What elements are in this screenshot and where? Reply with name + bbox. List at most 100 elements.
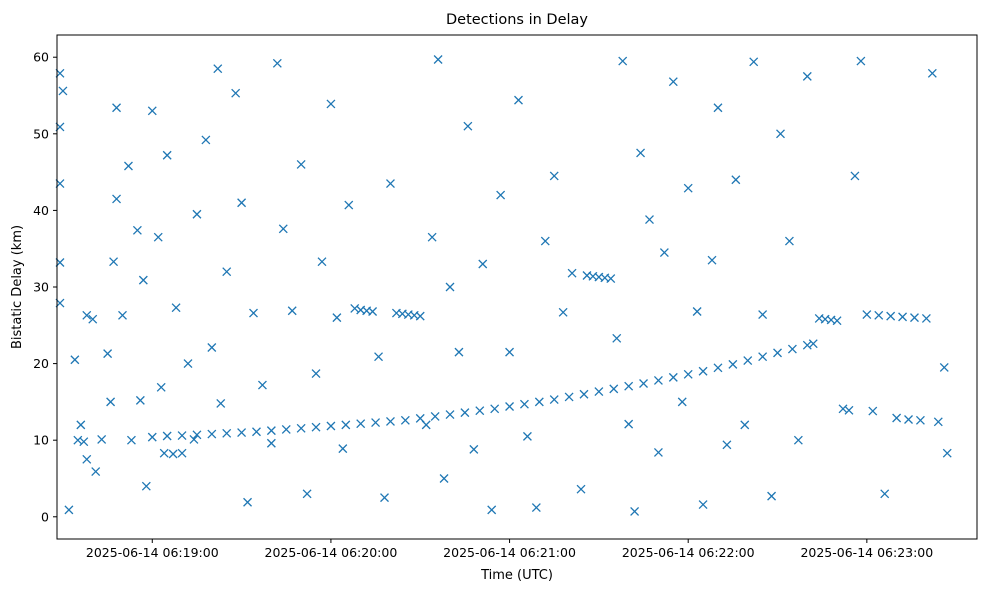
y-axis-label: Bistatic Delay (km) xyxy=(10,225,25,349)
scatter-point xyxy=(109,257,119,267)
scatter-point xyxy=(939,362,949,372)
scatter-point xyxy=(91,467,101,477)
scatter-point xyxy=(368,307,378,316)
scatter-point xyxy=(668,372,678,382)
scatter-point xyxy=(802,71,812,81)
x-tick-label: 2025-06-14 06:21:00 xyxy=(443,545,576,560)
scatter-point xyxy=(773,348,782,358)
scatter-point xyxy=(82,310,92,320)
scatter-point xyxy=(445,282,455,292)
scatter-point xyxy=(522,431,532,441)
scatter-point xyxy=(463,121,473,131)
scatter-point xyxy=(606,274,616,284)
y-tick-label: 60 xyxy=(33,50,49,65)
scatter-point xyxy=(156,382,166,392)
scatter-point xyxy=(153,232,163,242)
scatter-point xyxy=(540,236,550,246)
scatter-point xyxy=(850,171,860,181)
x-tick-label: 2025-06-14 06:22:00 xyxy=(622,545,755,560)
x-tick-label: 2025-06-14 06:19:00 xyxy=(86,545,219,560)
scatter-point xyxy=(386,179,395,189)
scatter-point xyxy=(808,339,818,349)
scatter-point xyxy=(454,347,464,357)
scatter-point xyxy=(880,489,890,499)
scatter-point xyxy=(88,314,98,324)
scatter-point xyxy=(698,500,708,509)
scatter-point xyxy=(915,415,925,425)
scatter-point xyxy=(380,493,389,503)
scatter-point xyxy=(171,303,181,313)
scatter-point xyxy=(371,418,381,428)
scatter-point xyxy=(400,415,410,425)
scatter-point xyxy=(162,150,172,160)
scatter-point xyxy=(645,215,654,225)
scatter-point xyxy=(478,259,488,269)
scatter-point xyxy=(653,375,663,385)
scatter-point xyxy=(141,481,151,491)
scatter-point xyxy=(844,405,854,415)
scatter-point xyxy=(677,397,687,407)
scatter-point xyxy=(612,333,622,343)
y-tick-label: 20 xyxy=(33,356,49,371)
scatter-point xyxy=(469,444,479,454)
scatter-point xyxy=(103,349,113,359)
scatter-point xyxy=(624,381,634,391)
scatter-point xyxy=(287,306,297,316)
scatter-point xyxy=(112,103,122,113)
y-tick-label: 40 xyxy=(33,203,49,218)
scatter-point xyxy=(79,437,89,447)
scatter-point xyxy=(758,310,768,320)
scatter-point xyxy=(147,432,157,442)
scatter-point xyxy=(707,255,717,265)
scatter-point xyxy=(874,310,884,320)
scatter-point xyxy=(222,267,232,277)
scatter-point xyxy=(374,352,384,362)
scatter-point xyxy=(793,435,803,445)
scatter-point xyxy=(70,355,80,365)
scatter-point xyxy=(183,359,193,369)
scatter-point xyxy=(427,232,437,242)
scatter-point xyxy=(207,343,217,352)
scatter-point xyxy=(249,308,258,318)
scatter-point xyxy=(832,316,842,326)
scatter-point xyxy=(64,505,74,515)
scatter-point xyxy=(862,310,872,320)
scatter-point xyxy=(722,440,732,450)
scatter-point xyxy=(243,497,253,507)
scatter-point xyxy=(576,484,586,494)
x-axis-label: Time (UTC) xyxy=(480,568,553,583)
scatter-point xyxy=(237,198,247,208)
scatter-point xyxy=(430,411,440,421)
scatter-point xyxy=(514,95,523,105)
scatter-point xyxy=(192,430,202,440)
scatter-point xyxy=(624,419,634,429)
scatter-point xyxy=(439,474,449,483)
scatter-point xyxy=(445,410,455,419)
scatter-point xyxy=(713,363,723,373)
scatter-point xyxy=(138,275,148,285)
scatter-point xyxy=(207,429,217,439)
scatter-point xyxy=(415,311,425,321)
scatter-point xyxy=(868,406,878,416)
y-tick-label: 50 xyxy=(33,126,49,141)
scatter-point xyxy=(177,448,187,458)
scatter-point xyxy=(910,313,919,323)
scatter-point xyxy=(135,395,145,405)
scatter-point xyxy=(549,171,559,181)
plot-frame xyxy=(56,34,978,540)
scatter-point xyxy=(639,379,648,388)
scatter-point xyxy=(97,434,107,444)
scatter-point xyxy=(740,420,750,430)
scatter-point xyxy=(776,129,785,139)
scatter-point xyxy=(272,58,282,68)
scatter-point xyxy=(58,86,68,96)
scatter-point xyxy=(326,421,336,431)
scatter-point xyxy=(692,307,702,316)
scatter-point xyxy=(549,395,559,405)
scatter-point xyxy=(927,68,937,78)
scatter-point xyxy=(231,88,241,98)
scatter-point xyxy=(683,183,693,193)
scatter-point xyxy=(749,57,759,67)
scatter-point xyxy=(118,310,127,320)
